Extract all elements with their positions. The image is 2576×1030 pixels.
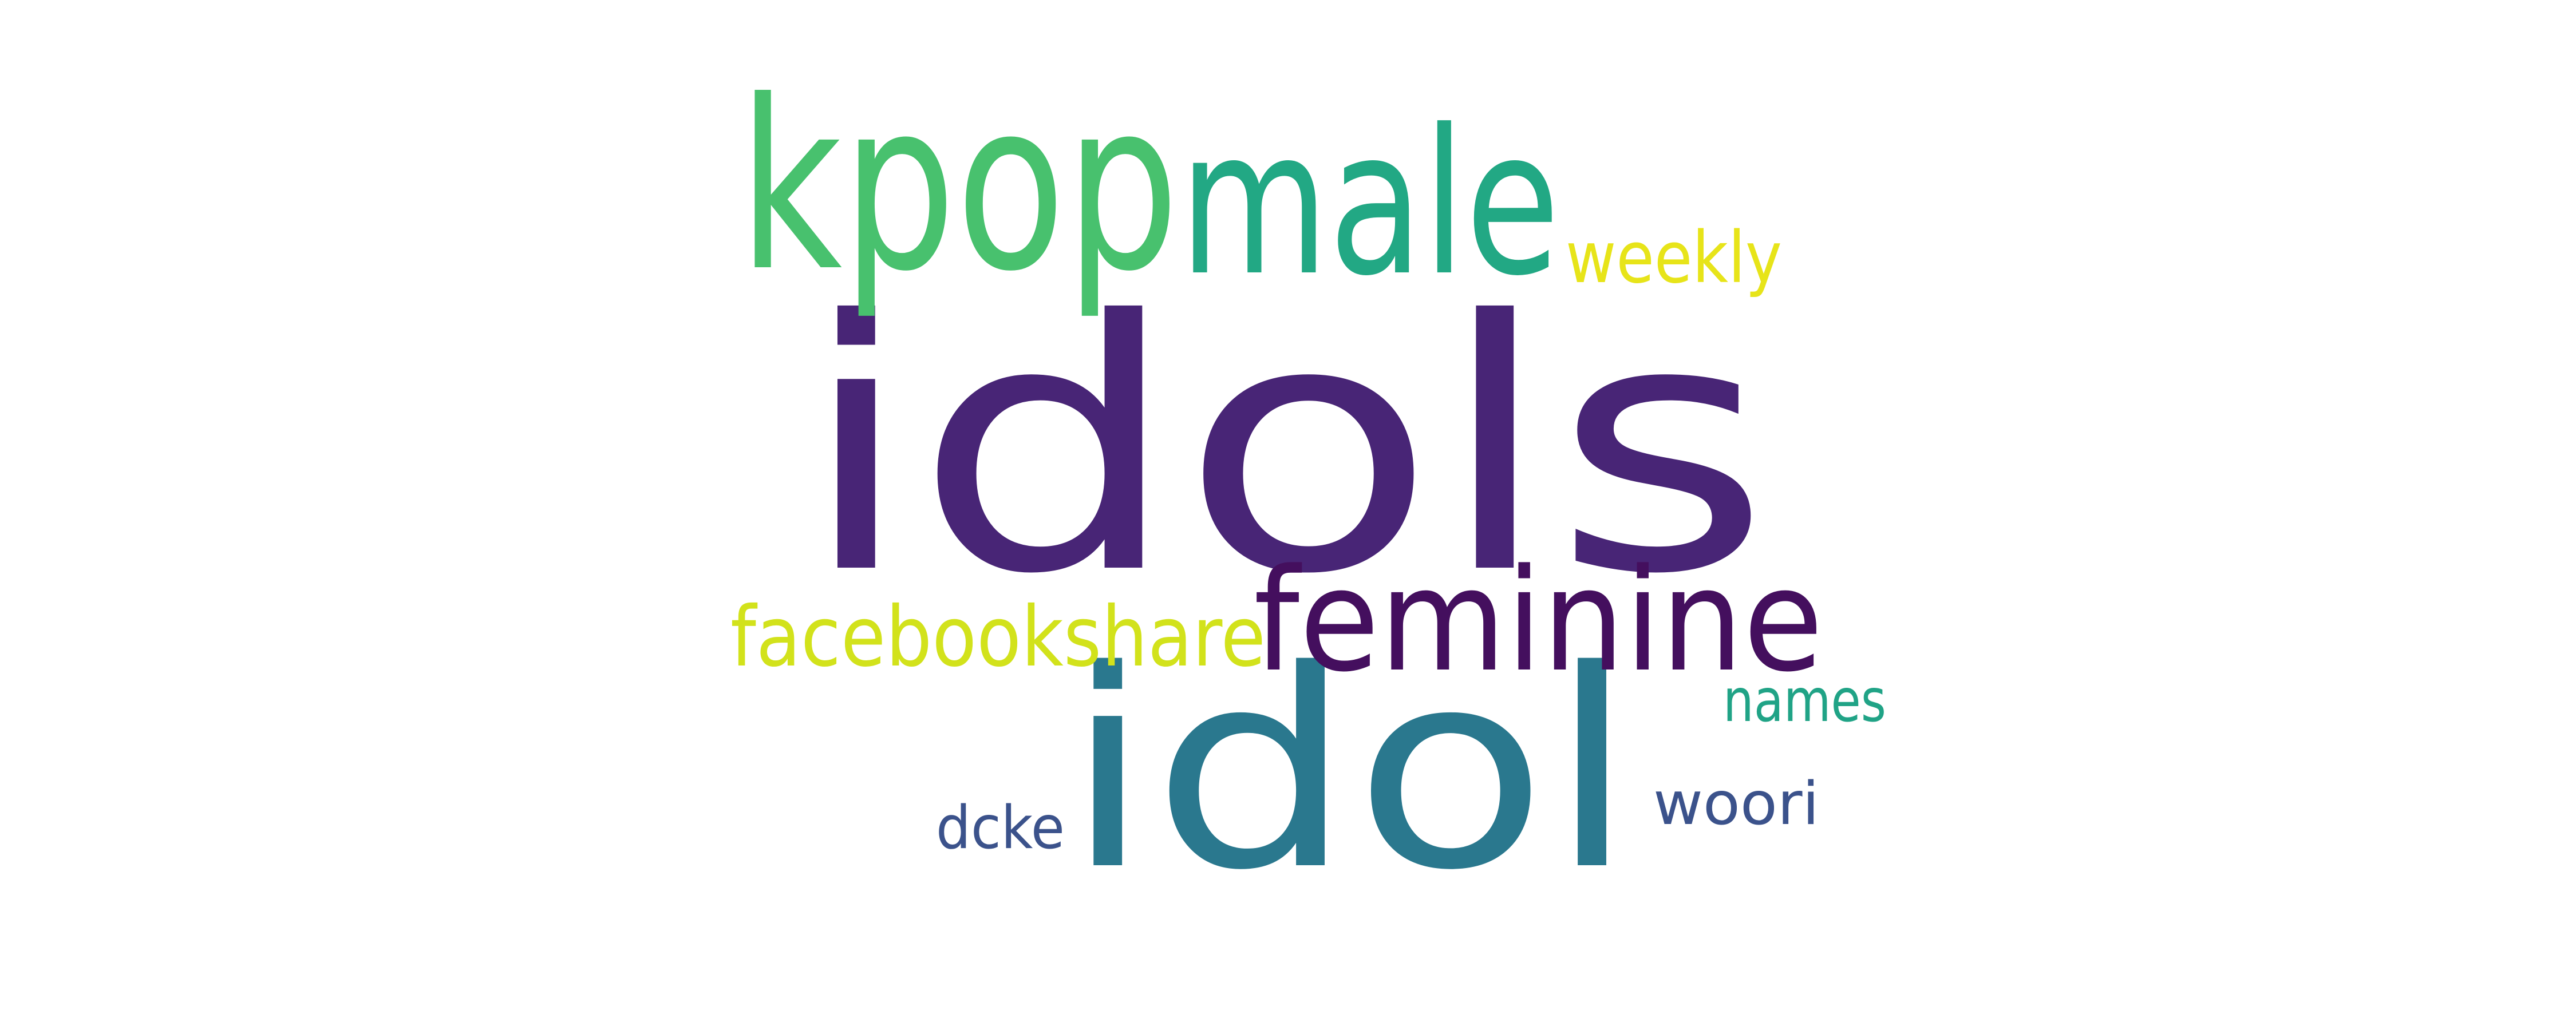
word-facebookshare: facebookshare bbox=[730, 589, 1266, 686]
word-dcke: dcke bbox=[936, 794, 1065, 862]
word-names: names bbox=[1723, 667, 1886, 735]
word-woori: woori bbox=[1653, 770, 1819, 838]
word-idols: idols bbox=[798, 248, 1771, 649]
word-weekly: weekly bbox=[1566, 217, 1782, 299]
word-idol: idol bbox=[1064, 612, 1636, 930]
word-feminine: feminine bbox=[1254, 539, 1823, 703]
word-male: male bbox=[1179, 86, 1560, 320]
word-kpop: kpop bbox=[738, 51, 1179, 323]
